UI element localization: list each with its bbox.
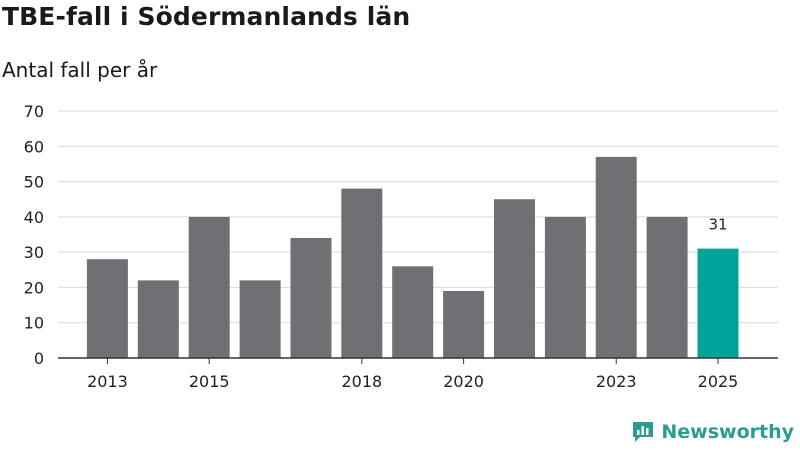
data-label: 31 [708,216,727,234]
bar-2013 [86,259,128,358]
bar-2018 [341,188,383,358]
bar-2017 [290,238,332,358]
y-tick-label: 20 [24,278,44,297]
y-tick-label: 30 [24,243,44,262]
chart-subtitle: Antal fall per år [2,58,158,82]
bar-2015 [188,216,230,358]
y-tick-label: 50 [24,173,44,192]
bar-2019 [392,266,434,358]
y-tick-label: 70 [24,102,44,121]
bar-2016 [239,280,281,358]
bar-2022 [544,216,586,358]
newsworthy-logo-icon [633,422,654,442]
bar-2024 [646,216,688,358]
y-tick-label: 40 [24,208,44,227]
x-tick-label: 2023 [596,372,637,391]
y-tick-label: 60 [24,137,44,156]
axes [58,357,778,364]
x-tick-label: 2013 [87,372,128,391]
bar-2014 [137,280,179,358]
labels: 0 10 20 30 40 50 60 70 2013 2015 2018 2020 2023 2025 3… [24,102,739,391]
bar-2023 [595,156,637,358]
brand-name: Newsworthy [661,421,794,443]
x-tick-label: 2018 [341,372,382,391]
bar-2025 [697,248,739,358]
x-tick-label: 2025 [698,372,739,391]
bars [86,156,739,358]
x-tick-label: 2015 [189,372,230,391]
brand-logo: Newsworthy [631,420,794,444]
y-tick-label: 0 [34,349,44,368]
x-tick-label: 2020 [443,372,484,391]
chart-title: TBE-fall i Södermanlands län [2,2,411,31]
bar-2020 [443,291,485,358]
bar-2021 [494,199,535,358]
y-tick-label: 10 [24,314,44,333]
